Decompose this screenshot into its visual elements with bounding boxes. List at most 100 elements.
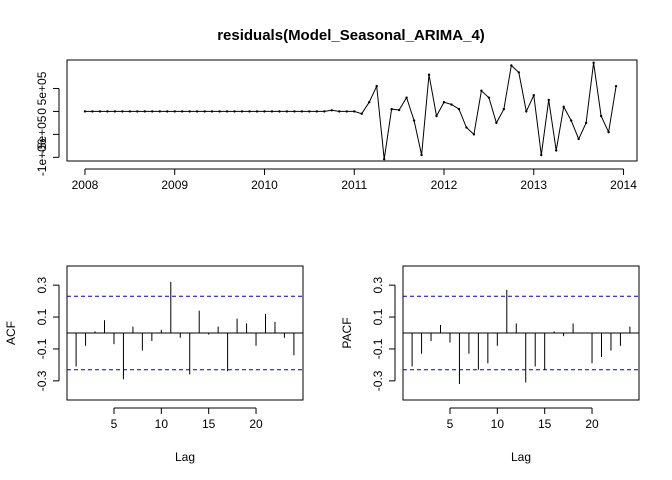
residual-point: [315, 110, 319, 113]
x-tick-label: 2008: [72, 178, 99, 192]
x-tick-label: 20: [249, 417, 263, 431]
y-tick-label: -0.3: [35, 370, 49, 391]
y-tick-label: 5e+05: [35, 71, 49, 105]
residual-point: [405, 96, 408, 99]
residual-point: [510, 64, 513, 67]
residual-point: [188, 110, 191, 113]
residual-point: [263, 110, 266, 113]
y-axis-label: ACF: [4, 321, 18, 345]
residual-point: [98, 110, 102, 113]
residual-point: [210, 110, 214, 113]
residual-point: [158, 110, 161, 113]
residual-point: [495, 121, 498, 125]
residual-point: [330, 109, 334, 112]
x-tick-label: 2013: [520, 178, 547, 192]
x-tick-label: 10: [155, 417, 169, 431]
acf-panel: 5 10 15 20 Lag -0.3 -0.1 0.1 0.3 ACF: [4, 265, 304, 464]
y-tick-label: 0: [35, 108, 49, 115]
residual-point: [218, 110, 221, 113]
x-tick-label: 15: [202, 417, 216, 431]
y-tick-label: -1e+06: [35, 138, 49, 176]
residual-point: [83, 110, 87, 113]
x-tick-label: 2011: [341, 178, 367, 192]
y-tick-label: -0.3: [371, 370, 385, 391]
residual-point: [547, 98, 550, 102]
residual-point: [592, 61, 595, 64]
residual-point: [240, 110, 244, 113]
residual-point: [180, 110, 184, 113]
x-axis-label: Lag: [511, 450, 531, 464]
residual-point: [278, 110, 281, 113]
x-tick-label: 2014: [610, 178, 637, 192]
x-tick-label: 20: [585, 417, 599, 431]
residual-point: [584, 121, 588, 125]
residual-point: [487, 96, 491, 99]
residual-point: [173, 110, 176, 113]
residual-point: [248, 110, 251, 113]
residual-point: [382, 157, 386, 161]
residual-point: [375, 84, 378, 88]
residual-point: [151, 110, 154, 113]
residual-point: [233, 110, 236, 113]
residual-point: [323, 110, 326, 113]
residual-point: [614, 84, 618, 88]
residual-point: [91, 110, 94, 113]
residual-point: [502, 107, 506, 111]
x-tick-label: 2012: [431, 178, 458, 192]
y-tick-label: 0.1: [371, 308, 385, 325]
residual-point: [345, 110, 348, 113]
residual-point: [450, 103, 453, 106]
residual-point: [270, 110, 274, 113]
residual-point: [472, 133, 476, 136]
residual-point: [195, 110, 199, 113]
residual-point: [540, 153, 543, 157]
residual-point: [353, 110, 356, 113]
residual-point: [338, 110, 341, 113]
residual-point: [427, 73, 431, 76]
residual-series-line: [85, 62, 617, 160]
residual-point: [368, 101, 371, 104]
residual-point: [435, 114, 438, 118]
x-tick-label: 10: [491, 417, 505, 431]
residual-point: [457, 107, 461, 111]
residual-point: [300, 110, 304, 113]
residual-time-series-panel: 2008 2009 2010 2011 2012 2013 2014 -1e+06-5e+05…: [35, 59, 638, 192]
chart-title: residuals(Model_Seasonal_ARIMA_4): [217, 27, 485, 44]
residual-point: [136, 110, 139, 113]
plot-frame: [66, 59, 638, 162]
y-tick-label: -0.1: [371, 338, 385, 359]
residual-point: [525, 110, 528, 113]
residual-point: [562, 105, 565, 109]
residual-point: [106, 110, 109, 113]
residual-point: [285, 110, 289, 113]
residual-point: [166, 110, 169, 113]
residual-point: [225, 110, 229, 113]
x-tick-label: 2010: [251, 178, 278, 192]
residual-point: [420, 153, 423, 157]
residual-point: [599, 114, 603, 118]
residual-point: [203, 110, 206, 113]
residual-point: [293, 110, 296, 113]
y-tick-label: 0.3: [371, 276, 385, 293]
residual-point: [360, 112, 363, 115]
x-tick-label: 5: [111, 417, 118, 431]
residual-point: [517, 71, 521, 74]
residual-point: [442, 101, 446, 104]
residual-point: [607, 130, 610, 134]
x-tick-label: 15: [538, 417, 552, 431]
residual-point: [397, 108, 401, 112]
residual-point: [255, 110, 259, 113]
residual-point: [390, 107, 393, 111]
residual-point: [128, 110, 132, 113]
y-tick-label: -5e+05: [35, 115, 49, 153]
residual-point: [308, 110, 311, 113]
residual-point: [113, 110, 117, 113]
x-axis-label: Lag: [175, 450, 195, 464]
residual-point: [480, 89, 483, 92]
residual-point: [121, 110, 124, 113]
pacf-panel: 5 10 15 20 Lag -0.3 -0.1 0.1 0.3 PACF: [340, 265, 640, 464]
residual-point: [143, 110, 146, 113]
residual-point: [569, 119, 573, 122]
y-tick-label: 0.3: [35, 276, 49, 293]
